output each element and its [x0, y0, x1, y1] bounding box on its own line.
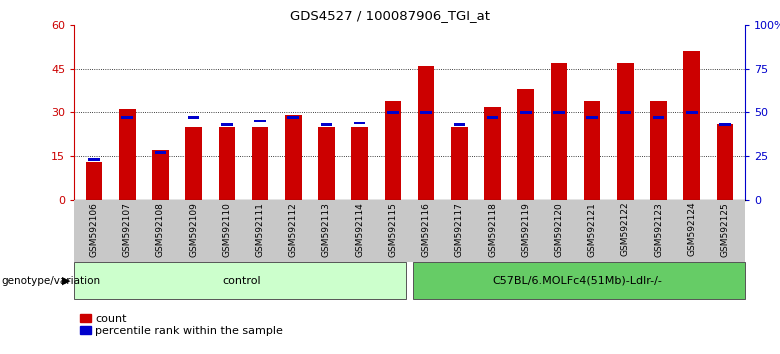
Bar — [653, 116, 665, 119]
Text: GSM592119: GSM592119 — [521, 202, 530, 257]
Text: GSM592123: GSM592123 — [654, 202, 663, 257]
Bar — [321, 123, 332, 126]
Text: GSM592108: GSM592108 — [156, 202, 165, 257]
Bar — [385, 101, 401, 200]
Bar — [717, 124, 733, 200]
Bar — [88, 158, 100, 161]
Bar — [617, 63, 633, 200]
Text: GSM592124: GSM592124 — [687, 202, 697, 257]
Text: GSM592122: GSM592122 — [621, 202, 630, 257]
Bar — [218, 127, 235, 200]
Text: GSM592120: GSM592120 — [555, 202, 563, 257]
Bar — [86, 162, 102, 200]
Bar — [520, 111, 531, 114]
Bar — [74, 262, 406, 299]
Bar — [651, 101, 667, 200]
Bar — [252, 127, 268, 200]
Text: GSM592115: GSM592115 — [388, 202, 397, 257]
Bar — [487, 116, 498, 119]
Text: control: control — [222, 275, 261, 286]
Bar — [285, 115, 302, 200]
Bar — [453, 123, 465, 126]
Bar — [619, 111, 631, 114]
Bar — [686, 111, 697, 114]
Bar — [288, 116, 299, 119]
Bar — [221, 123, 232, 126]
Bar — [584, 101, 601, 200]
Bar — [354, 121, 366, 124]
Text: GSM592112: GSM592112 — [289, 202, 298, 257]
Bar — [683, 51, 700, 200]
Bar — [587, 116, 598, 119]
Text: GSM592114: GSM592114 — [355, 202, 364, 257]
Bar — [517, 89, 534, 200]
Bar — [254, 120, 266, 122]
Bar — [154, 152, 166, 154]
Text: ▶: ▶ — [62, 275, 70, 286]
Bar — [484, 107, 501, 200]
Text: genotype/variation: genotype/variation — [2, 275, 101, 286]
Text: GSM592125: GSM592125 — [721, 202, 729, 257]
Bar — [318, 127, 335, 200]
Bar — [553, 111, 565, 114]
Bar — [413, 262, 745, 299]
Text: GSM592107: GSM592107 — [122, 202, 132, 257]
Text: GSM592109: GSM592109 — [189, 202, 198, 257]
Text: C57BL/6.MOLFc4(51Mb)-Ldlr-/-: C57BL/6.MOLFc4(51Mb)-Ldlr-/- — [492, 275, 662, 286]
Bar — [351, 127, 368, 200]
Text: GSM592110: GSM592110 — [222, 202, 232, 257]
Text: GDS4527 / 100087906_TGI_at: GDS4527 / 100087906_TGI_at — [290, 9, 490, 22]
Bar — [152, 150, 168, 200]
Text: GSM592116: GSM592116 — [422, 202, 431, 257]
Text: GSM592113: GSM592113 — [322, 202, 331, 257]
Bar — [119, 109, 136, 200]
Text: GSM592118: GSM592118 — [488, 202, 497, 257]
Bar — [418, 65, 434, 200]
Text: GSM592121: GSM592121 — [587, 202, 597, 257]
Text: GSM592106: GSM592106 — [90, 202, 98, 257]
Bar — [420, 111, 432, 114]
Bar — [188, 116, 200, 119]
Legend: count, percentile rank within the sample: count, percentile rank within the sample — [80, 314, 283, 336]
Bar — [551, 63, 567, 200]
Text: GSM592111: GSM592111 — [256, 202, 264, 257]
Bar — [122, 116, 133, 119]
Bar — [186, 127, 202, 200]
Bar — [387, 111, 399, 114]
Text: GSM592117: GSM592117 — [455, 202, 464, 257]
Bar — [719, 123, 731, 126]
Bar — [451, 127, 468, 200]
